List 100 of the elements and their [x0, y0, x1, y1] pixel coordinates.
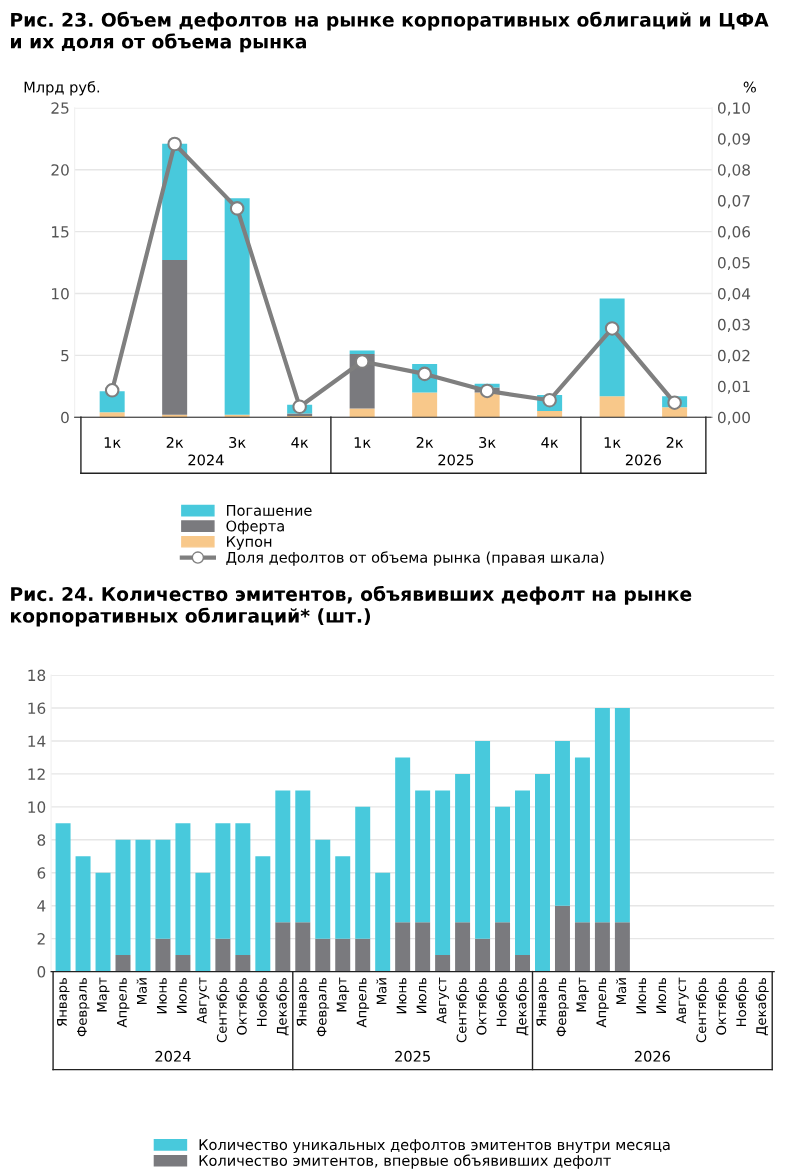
y-tick-label: 14 [28, 735, 46, 747]
x-tick-label: Сентябрь [695, 977, 709, 1043]
y2-tick-label: 0,04 [717, 287, 751, 302]
bar [275, 790, 291, 923]
bar [175, 823, 191, 956]
x-tick-label: Август [436, 977, 449, 1024]
bar [355, 806, 371, 939]
x-tick-label: Июнь [636, 977, 647, 1014]
bar [99, 412, 125, 418]
bar [295, 922, 311, 972]
legend-label: Погашение [227, 505, 312, 516]
y-tick-label: 25 [51, 102, 69, 114]
x-tick-label: Май [616, 978, 627, 1004]
y2-tick-label: 0,06 [717, 226, 751, 240]
x-tick-label: 3к [229, 436, 246, 448]
legend-label: Доля дефолтов от объема рынка (правая шкала) [226, 551, 604, 566]
y2-tick-label: 0,00 [717, 411, 750, 425]
bar [235, 823, 251, 956]
y2-tick-label: 0,02 [717, 349, 750, 363]
bar [574, 922, 590, 972]
bar [475, 938, 491, 972]
x-tick-label: Октябрь [476, 977, 490, 1035]
bar [395, 757, 411, 923]
legend-label: Количество эмитентов, впервые объявивших дефолт [199, 1154, 611, 1169]
point [542, 392, 557, 408]
y2-tick-label: 0,03 [717, 318, 750, 332]
bar [537, 411, 563, 418]
y2-tick-label: 0,05 [717, 256, 750, 271]
text: 2024 [188, 454, 224, 466]
bar [355, 938, 371, 972]
x-tick-label: Январь [536, 977, 549, 1027]
x-tick-label: 4к [291, 437, 309, 448]
point [292, 399, 307, 414]
y-axis-title: Млрд руб. [24, 81, 100, 96]
x-tick-label: Июль [656, 977, 667, 1014]
bar [614, 708, 630, 923]
y-tick-label: 5 [61, 350, 69, 362]
x-tick-label: Октябрь [715, 977, 729, 1035]
bar [95, 872, 111, 972]
bar [415, 922, 431, 972]
y-tick-label: 0 [37, 966, 46, 978]
y-tick-label: 10 [52, 287, 69, 300]
bar [215, 938, 231, 972]
x-tick-label: Август [676, 977, 689, 1024]
bar [375, 872, 391, 972]
point [167, 136, 182, 152]
chart-title: Рис. 24. Количество эмитентов, объявивших дефолт на рынке корпоративных облигаций* (шт.) [11, 586, 692, 627]
text: 2026 [634, 1050, 670, 1062]
bar [315, 938, 331, 972]
bar [412, 392, 438, 418]
x-tick-label: Ноябрь [496, 977, 510, 1027]
x-tick-label: Февраль [77, 977, 90, 1037]
bar [415, 790, 431, 923]
bar [195, 872, 211, 972]
bar [495, 806, 511, 923]
bar [175, 955, 191, 972]
point [229, 201, 245, 216]
x-tick-label: 2к [666, 436, 684, 448]
bar [155, 938, 171, 972]
bar [515, 790, 531, 956]
x-tick-label: Май [136, 978, 147, 1004]
x-tick-label: Июнь [156, 977, 167, 1014]
point [479, 383, 495, 399]
y2-tick-label: 0,10 [717, 102, 750, 116]
bar [614, 922, 630, 972]
text: 2025 [438, 454, 474, 466]
bar [224, 198, 250, 415]
bar [455, 922, 471, 972]
y-tick-label: 8 [37, 834, 46, 846]
bar [315, 839, 331, 939]
x-tick-label: Декабрь [755, 977, 769, 1036]
point [667, 395, 682, 410]
x-tick-label: Июль [176, 977, 187, 1014]
x-tick-label: Июль [416, 977, 427, 1014]
bar [535, 773, 550, 972]
x-tick-label: Январь [296, 977, 310, 1027]
legend-label: Купон [227, 536, 272, 550]
bar [115, 839, 131, 956]
bar [515, 955, 531, 972]
y-tick-label: 18 [28, 669, 46, 682]
bar [455, 773, 471, 923]
y-tick-label: 6 [37, 867, 46, 879]
x-tick-label: Октябрь [236, 977, 250, 1035]
bar [75, 856, 91, 972]
bar [395, 922, 411, 972]
bar [349, 408, 375, 418]
bar [475, 740, 491, 939]
y-tick-label: 10 [28, 801, 46, 813]
point [604, 321, 620, 336]
x-tick-label: Март [97, 977, 110, 1012]
bar [55, 823, 71, 972]
y-tick-label: 0 [61, 411, 69, 424]
bar [162, 260, 188, 415]
x-tick-label: Май [376, 978, 387, 1004]
bar [235, 955, 251, 972]
legend-label: Количество уникальных дефолтов эмитентов внутри месяца [199, 1139, 670, 1154]
x-tick-label: Ноябрь [735, 977, 749, 1027]
bar [594, 922, 610, 972]
y-tick-label: 2 [37, 933, 45, 945]
text: 2026 [625, 454, 662, 466]
